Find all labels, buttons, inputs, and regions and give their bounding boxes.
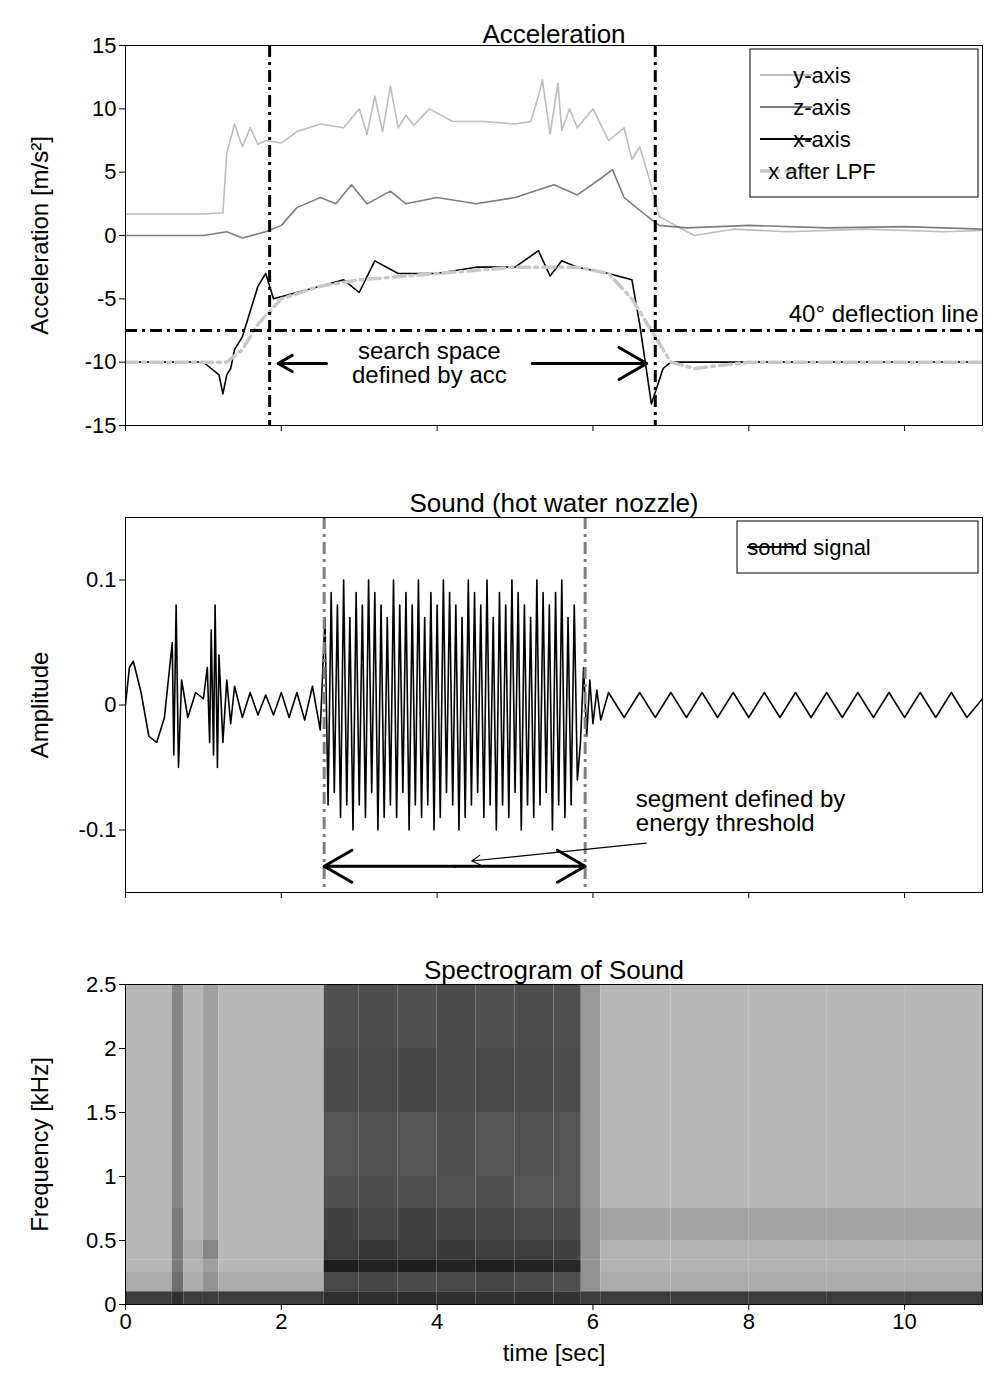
svg-text:0.5: 0.5 <box>86 1228 117 1253</box>
svg-text:x after LPF: x after LPF <box>768 159 876 184</box>
svg-text:0: 0 <box>104 1292 116 1317</box>
svg-text:1.5: 1.5 <box>86 1100 117 1125</box>
svg-text:z-axis: z-axis <box>793 95 850 120</box>
svg-text:6: 6 <box>587 1309 599 1334</box>
svg-text:search spacedefined by acc: search spacedefined by acc <box>352 337 507 388</box>
svg-text:40° deflection line: 40° deflection line <box>789 300 979 327</box>
svg-text:sound signal: sound signal <box>747 535 871 560</box>
svg-text:Amplitude: Amplitude <box>26 652 53 759</box>
svg-text:time [sec]: time [sec] <box>503 1339 606 1366</box>
svg-text:4: 4 <box>431 1309 443 1334</box>
svg-text:5: 5 <box>104 159 116 184</box>
svg-text:x-axis: x-axis <box>793 127 850 152</box>
svg-text:0.1: 0.1 <box>86 567 117 592</box>
svg-text:-5: -5 <box>97 286 117 311</box>
svg-text:1: 1 <box>104 1164 116 1189</box>
svg-text:2: 2 <box>275 1309 287 1334</box>
svg-text:Acceleration [m/s²]: Acceleration [m/s²] <box>26 136 53 335</box>
svg-text:segment defined byenergy thres: segment defined byenergy threshold <box>636 785 845 836</box>
svg-text:Acceleration: Acceleration <box>482 19 625 49</box>
svg-text:-10: -10 <box>85 349 117 374</box>
svg-text:2.5: 2.5 <box>86 972 117 997</box>
svg-text:-15: -15 <box>85 413 117 437</box>
svg-text:8: 8 <box>743 1309 755 1334</box>
svg-text:2: 2 <box>104 1036 116 1061</box>
svg-text:y-axis: y-axis <box>793 63 850 88</box>
svg-text:0: 0 <box>104 223 116 248</box>
svg-text:Spectrogram of Sound: Spectrogram of Sound <box>424 955 684 985</box>
svg-text:0: 0 <box>104 692 116 717</box>
svg-text:-0.1: -0.1 <box>79 817 117 842</box>
svg-text:10: 10 <box>892 1309 916 1334</box>
svg-text:Frequency [kHz]: Frequency [kHz] <box>26 1057 53 1232</box>
svg-text:15: 15 <box>92 33 116 58</box>
svg-text:Sound (hot water nozzle): Sound (hot water nozzle) <box>409 488 698 518</box>
svg-text:0: 0 <box>119 1309 131 1334</box>
svg-text:10: 10 <box>92 96 116 121</box>
